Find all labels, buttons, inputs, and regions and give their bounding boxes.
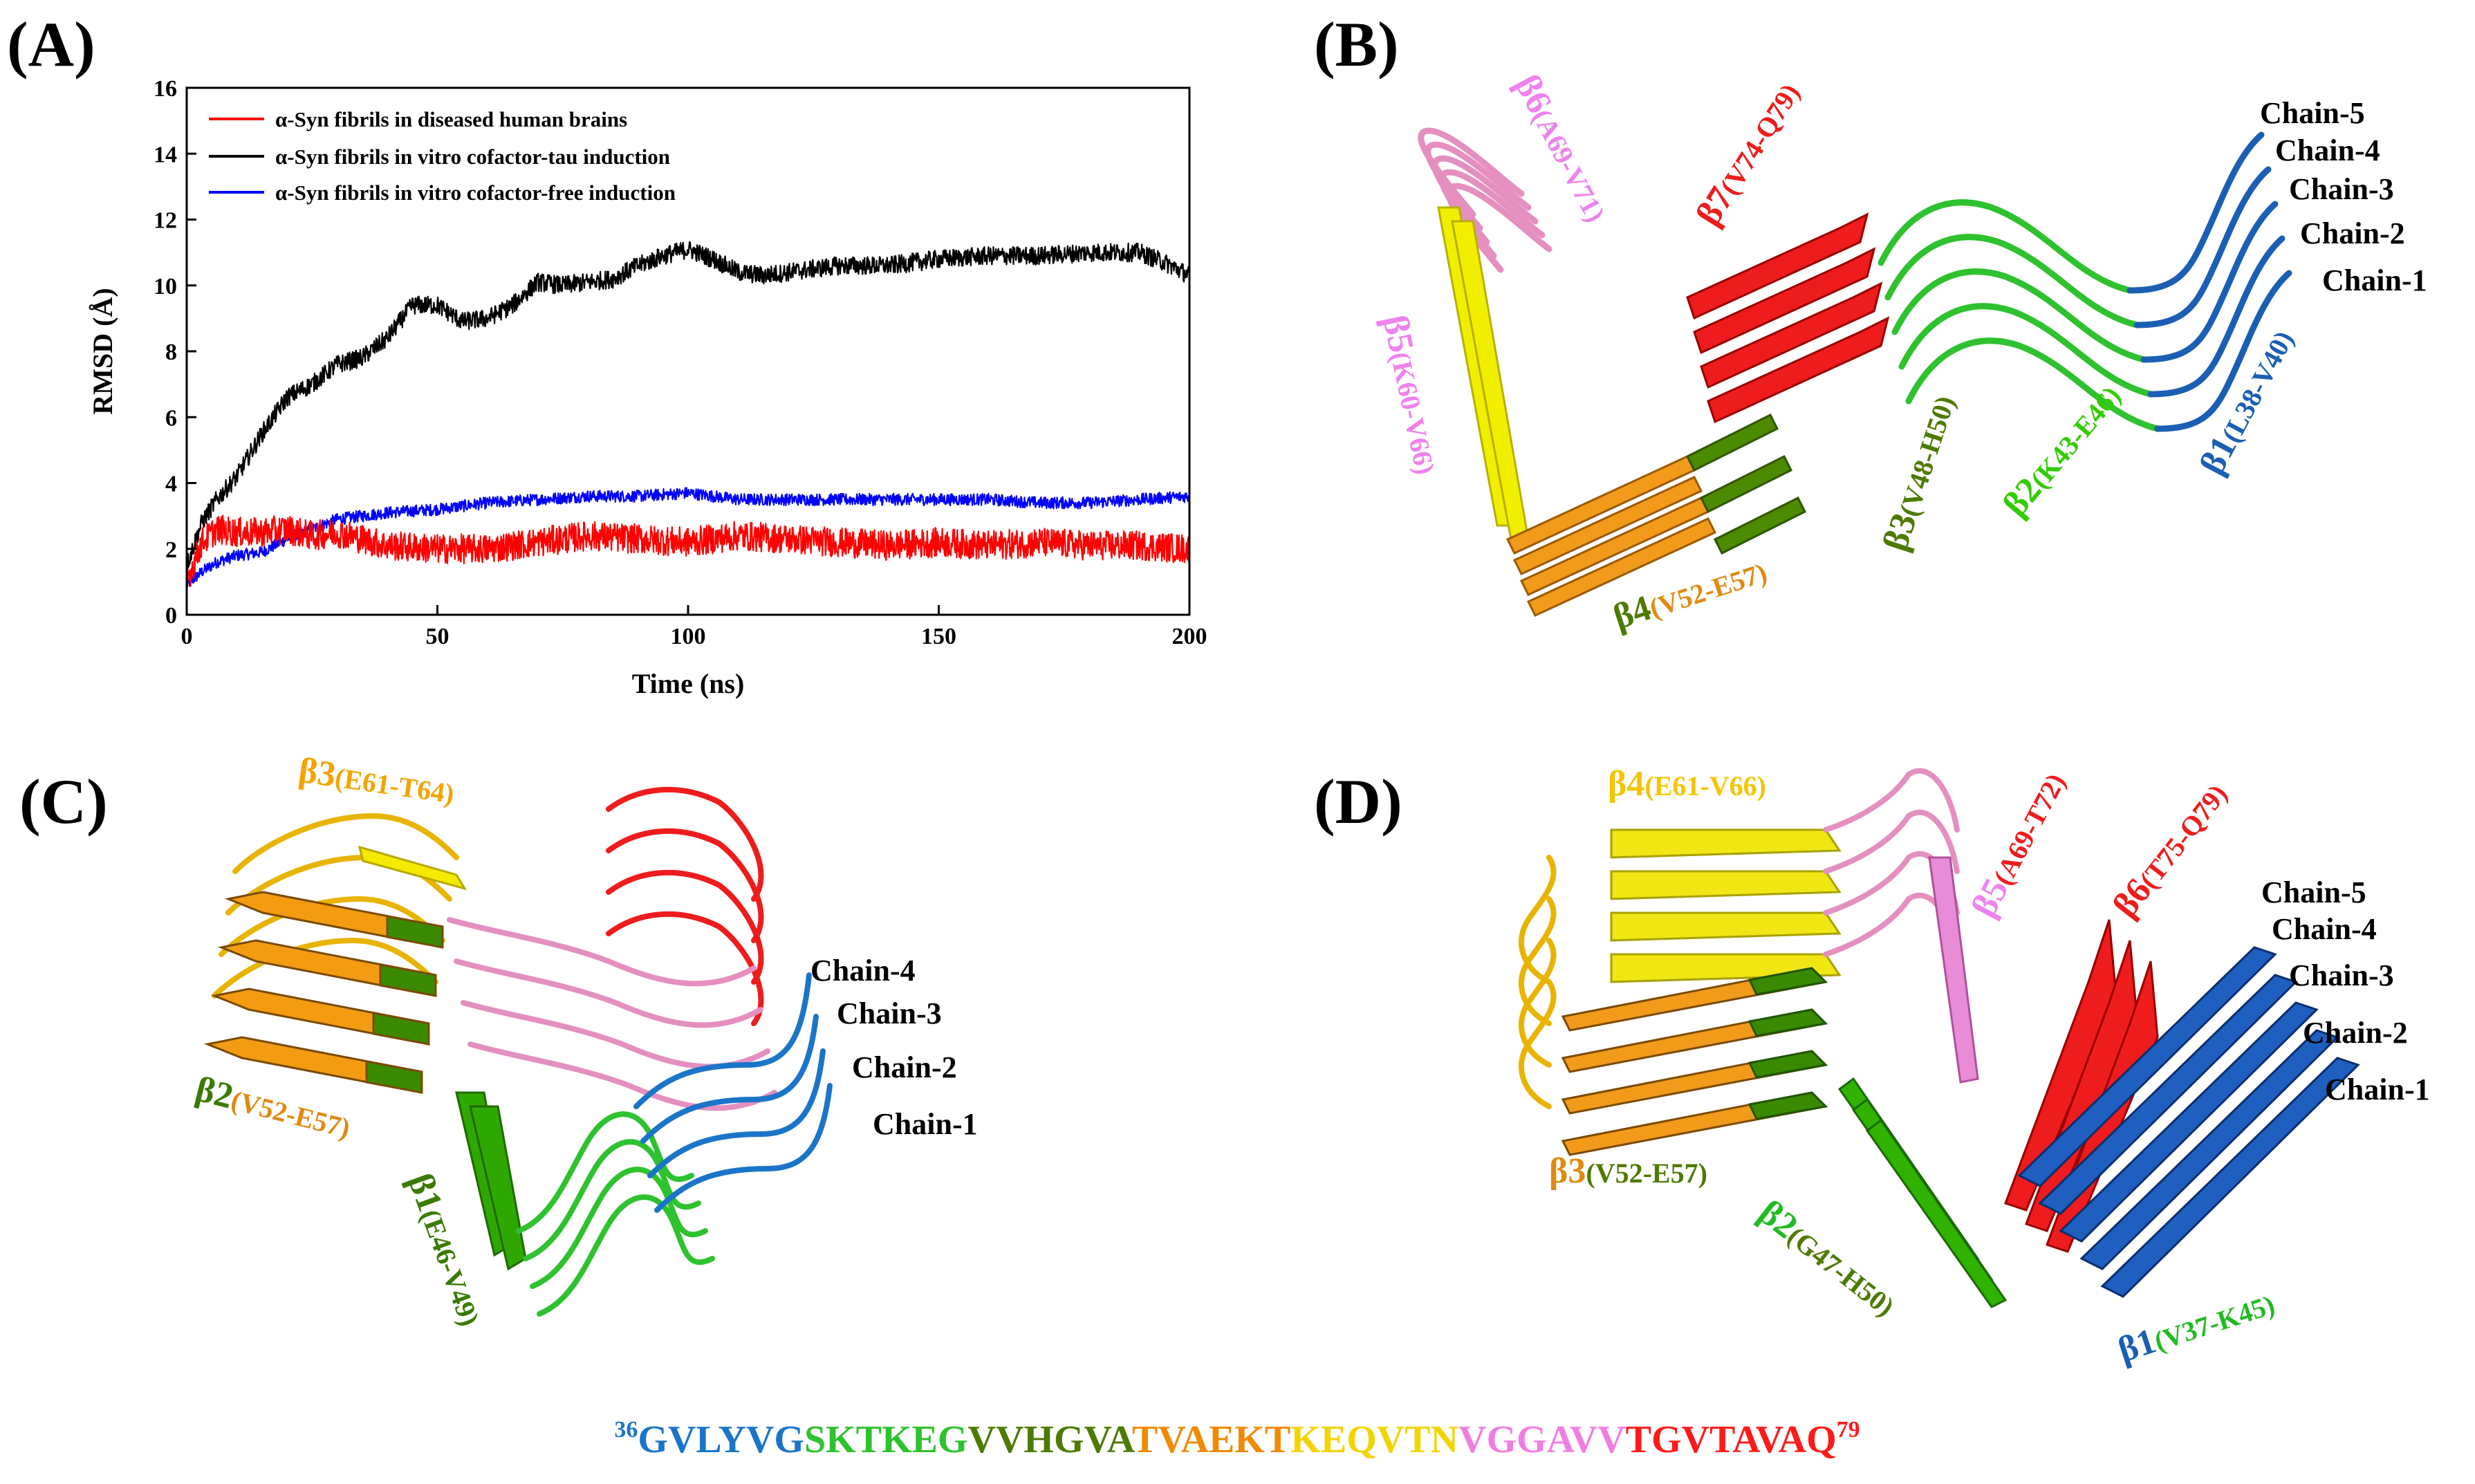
y-tick-label: 0 xyxy=(165,603,177,629)
d-chain-4: Chain-4 xyxy=(2272,912,2377,946)
svg-text:β1(V37-K45): β1(V37-K45) xyxy=(2113,1283,2279,1370)
b-chain-2: Chain-2 xyxy=(2300,216,2405,250)
d-chain-1: Chain-1 xyxy=(2325,1073,2430,1106)
d-chain-2: Chain-2 xyxy=(2303,1016,2408,1050)
x-axis-label: Time (ns) xyxy=(632,668,745,699)
svg-text:β3(E61-T64): β3(E61-T64) xyxy=(296,750,456,811)
b-chain-1: Chain-1 xyxy=(2322,263,2427,297)
x-tick-label: 200 xyxy=(1172,624,1207,649)
x-tick-label: 150 xyxy=(921,624,956,649)
d-beta6-label: β6(T75-Q79) xyxy=(2106,775,2235,925)
b-chain-3: Chain-3 xyxy=(2289,172,2394,206)
d-beta5-label: β5(A69-T72) xyxy=(1964,766,2073,924)
c-beta1-label: β1(E46-V49) xyxy=(400,1169,492,1331)
c-chain-3: Chain-3 xyxy=(837,996,942,1030)
svg-text:β7(V74-Q79): β7(V74-Q79) xyxy=(1689,75,1808,232)
series-layer xyxy=(185,241,1191,588)
y-axis-label: RMSD (Å) xyxy=(87,288,118,414)
b-beta2-label: β2(K43-E46) xyxy=(1996,376,2129,524)
svg-text:β3(V48-H50): β3(V48-H50) xyxy=(1875,390,1963,556)
d-beta2-label: β2(G47-H50) xyxy=(1752,1193,1904,1324)
d-chain-3: Chain-3 xyxy=(2289,958,2394,992)
legend-label-cofactor-free: α-Syn fibrils in vitro cofactor-free ind… xyxy=(275,180,676,205)
b-chain-4: Chain-4 xyxy=(2275,133,2380,167)
legend-label-tau-induction: α-Syn fibrils in vitro cofactor-tau indu… xyxy=(275,145,670,169)
y-tick-label: 10 xyxy=(154,274,177,299)
svg-text:β2(K43-E46): β2(K43-E46) xyxy=(1996,376,2129,524)
y-tick-label: 14 xyxy=(154,142,177,167)
svg-text:β2(V52-E57): β2(V52-E57) xyxy=(192,1069,355,1146)
c-beta2-label: β2(V52-E57) xyxy=(192,1069,355,1146)
sequence-segment-4: TVAEKT xyxy=(1132,1418,1290,1461)
sequence-end-number: 79 xyxy=(1837,1417,1860,1443)
y-tick-label: 6 xyxy=(165,405,177,431)
y-tick-label: 4 xyxy=(165,472,177,497)
sequence-segment-2: SKTKEG xyxy=(804,1418,968,1461)
c-beta3-label: β3(E61-T64) xyxy=(296,750,456,811)
b-beta3-label: β3(V48-H50) xyxy=(1875,390,1963,556)
structure-c: Chain-4 Chain-3 Chain-2 Chain-1 β1(E46-V… xyxy=(192,750,977,1330)
sequence-segment-5: KEQVTN xyxy=(1290,1418,1458,1461)
series-line-2 xyxy=(185,487,1191,588)
b-beta5-label: β5(K60-V66) xyxy=(1375,312,1447,478)
ticks-layer: 0 50 100 150 200 0 2 4 6 8 10 12 14 16 xyxy=(154,76,1207,649)
c-chain-4: Chain-4 xyxy=(810,954,916,987)
svg-text:β4(E61-V66): β4(E61-V66) xyxy=(1608,764,1766,804)
legend: α-Syn fibrils in diseased human brains α… xyxy=(209,107,676,205)
structure-d-ribbons xyxy=(1519,768,2360,1308)
panel-label-c: (C) xyxy=(19,766,108,837)
d-beta3-label: β3(V52-E57) xyxy=(1549,1151,1707,1191)
sequence-line: 36GVLYVGSKTKEGVVHGVATVAEKTKEQVTNVGGAVVTG… xyxy=(614,1417,1860,1461)
svg-text:β5(A69-T72): β5(A69-T72) xyxy=(1964,766,2073,924)
d-beta4-label: β4(E61-V66) xyxy=(1608,764,1766,804)
sequence-segment-7: TGVTAVAQ xyxy=(1626,1418,1837,1461)
structure-d: Chain-5 Chain-4 Chain-3 Chain-2 Chain-1 … xyxy=(1519,764,2430,1371)
sequence-segment-1: GVLYVG xyxy=(638,1418,804,1461)
svg-text:β6(T75-Q79): β6(T75-Q79) xyxy=(2106,775,2235,925)
sequence-segment-3: VVHGVA xyxy=(968,1418,1135,1461)
c-chain-1: Chain-1 xyxy=(873,1107,978,1141)
svg-text:β1(E46-V49): β1(E46-V49) xyxy=(400,1169,492,1331)
panel-label-a: (A) xyxy=(7,9,95,80)
panel-label-b: (B) xyxy=(1314,9,1399,80)
legend-label-human-brains: α-Syn fibrils in diseased human brains xyxy=(275,107,627,131)
y-tick-label: 12 xyxy=(154,208,177,234)
c-chain-2: Chain-2 xyxy=(852,1050,957,1084)
x-tick-label: 100 xyxy=(671,624,706,649)
sequence-start-number: 36 xyxy=(614,1417,638,1443)
x-tick-label: 50 xyxy=(426,624,449,649)
sequence-segment-6: VGGAVV xyxy=(1458,1418,1626,1461)
b-chain-5: Chain-5 xyxy=(2260,96,2365,130)
b-beta7-label: β7(V74-Q79) xyxy=(1689,75,1808,232)
x-tick-label: 0 xyxy=(181,624,193,649)
structure-b: Chain-5 Chain-4 Chain-3 Chain-2 Chain-1 … xyxy=(1375,68,2427,638)
rmsd-chart: 0 50 100 150 200 0 2 4 6 8 10 12 14 16 Time (ns) RMSD… xyxy=(87,76,1207,699)
d-chain-5: Chain-5 xyxy=(2261,875,2366,909)
y-tick-label: 8 xyxy=(165,340,177,365)
y-tick-label: 2 xyxy=(165,537,177,563)
series-line-0 xyxy=(185,514,1191,587)
structure-c-ribbons xyxy=(203,786,833,1317)
d-beta1-label: β1(V37-K45) xyxy=(2113,1283,2279,1371)
svg-text:β5(K60-V66): β5(K60-V66) xyxy=(1375,312,1447,478)
series-line-1 xyxy=(185,241,1191,571)
svg-text:β2(G47-H50): β2(G47-H50) xyxy=(1752,1193,1904,1324)
panel-label-d: (D) xyxy=(1314,766,1402,837)
svg-text:β3(V52-E57): β3(V52-E57) xyxy=(1549,1151,1707,1191)
structure-b-ribbons xyxy=(1418,127,2292,617)
y-tick-label: 16 xyxy=(154,76,177,102)
